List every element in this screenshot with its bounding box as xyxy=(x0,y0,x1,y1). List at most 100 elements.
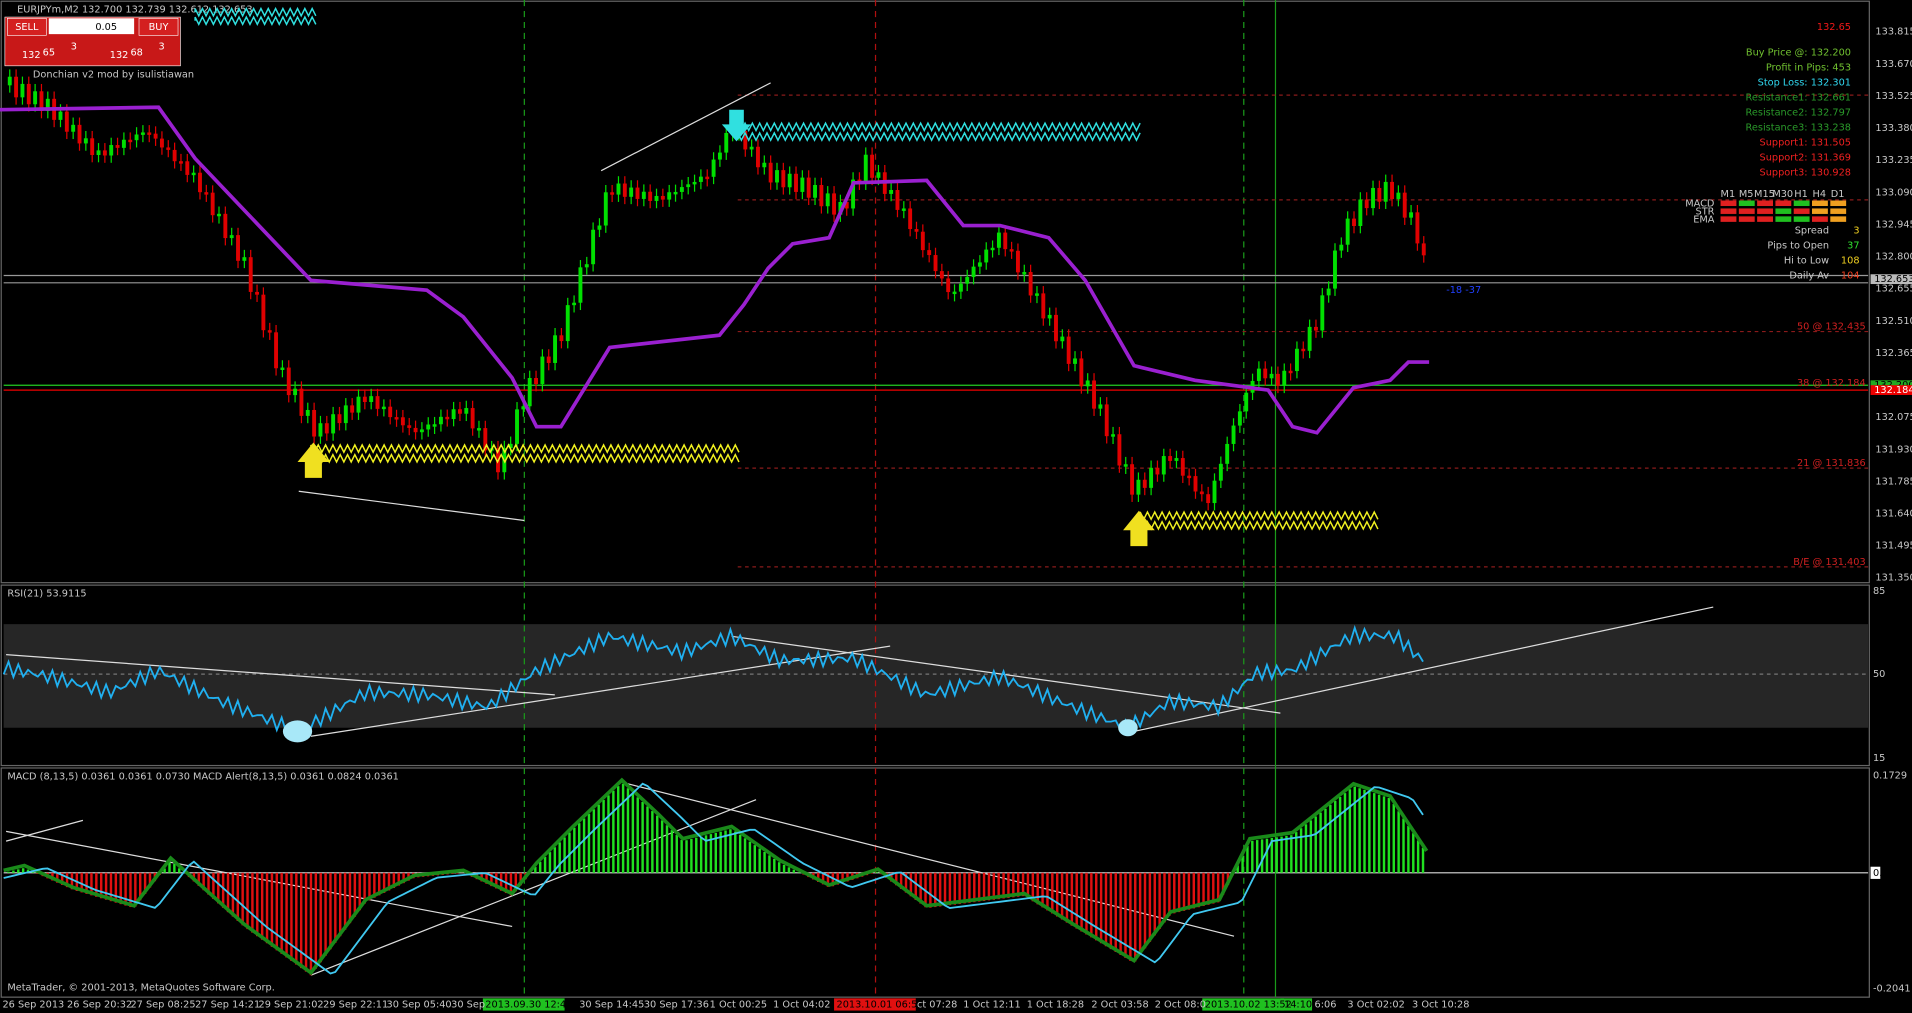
buy-button[interactable] xyxy=(138,17,179,36)
price-mark-box xyxy=(1870,274,1912,285)
bid-small: 3 xyxy=(71,41,77,52)
candle xyxy=(952,291,957,295)
zigzag xyxy=(310,443,740,454)
candle xyxy=(1092,380,1096,409)
bid-main: 65 xyxy=(43,47,55,58)
time-tick: 2013.10.02 13:52 xyxy=(1205,999,1292,1010)
tf-cell xyxy=(1738,216,1755,222)
candle xyxy=(1079,358,1084,387)
tf-head: M1 xyxy=(1721,189,1736,200)
candle xyxy=(1035,293,1039,296)
candle xyxy=(895,190,900,210)
lots-input[interactable] xyxy=(48,18,135,35)
tf-head: M15 xyxy=(1754,189,1775,200)
candle xyxy=(1244,392,1249,412)
tf-cell xyxy=(1830,208,1847,214)
candle xyxy=(908,208,913,230)
candle xyxy=(876,172,881,178)
buy-arrow xyxy=(1123,510,1155,547)
candle xyxy=(990,247,995,251)
tf-cell xyxy=(1775,216,1792,222)
candle xyxy=(870,154,875,178)
candle xyxy=(1047,314,1052,319)
macd-signal xyxy=(3,782,1424,975)
candle xyxy=(1415,212,1420,244)
candle xyxy=(1009,249,1014,252)
sell-arrow xyxy=(721,109,752,142)
price-tick: 133.815 xyxy=(1875,27,1912,38)
candle xyxy=(1402,192,1407,218)
candle xyxy=(1301,348,1306,352)
candle xyxy=(844,202,849,209)
time-tick: 3 Oct 10:28 xyxy=(1412,999,1469,1010)
info-line: Buy Price @: 132.200 xyxy=(1746,47,1851,58)
candle xyxy=(1282,370,1287,386)
candle xyxy=(1199,491,1204,495)
candle xyxy=(1104,404,1109,437)
candle xyxy=(1314,326,1318,331)
candle xyxy=(305,409,310,416)
tf-cell xyxy=(1793,216,1810,222)
time-highlight xyxy=(834,998,916,1011)
sell-button[interactable] xyxy=(7,17,47,36)
time-highlight xyxy=(482,998,565,1011)
rsi-signal xyxy=(1118,719,1138,737)
candle xyxy=(362,396,367,403)
time-tick: 27 Sep 14:21 xyxy=(195,999,260,1010)
rsi-band xyxy=(3,624,1869,728)
candle xyxy=(1136,479,1141,495)
trendlines xyxy=(5,82,1714,976)
candle xyxy=(172,149,177,162)
candle xyxy=(1041,293,1046,319)
candle xyxy=(1294,348,1299,372)
time-tick: 2 Oct 08:0 xyxy=(1155,999,1206,1010)
time-tick: 2013.10.01 06:53 xyxy=(836,999,923,1010)
candle xyxy=(394,417,399,420)
candle xyxy=(337,414,342,424)
candle xyxy=(920,231,925,251)
candle xyxy=(236,235,240,261)
price-tick: 132.655 xyxy=(1875,284,1912,295)
candle xyxy=(996,232,1001,248)
candle xyxy=(267,330,272,333)
time-tick: 14:10 xyxy=(1284,999,1312,1010)
candle xyxy=(673,191,678,195)
stat-value: 108 xyxy=(1841,255,1860,266)
zigzag xyxy=(1139,520,1379,531)
time-tick: 30 Sep 17:36 xyxy=(644,999,709,1010)
rsi-axis: 85 xyxy=(1873,586,1885,597)
candle xyxy=(432,424,437,427)
candle xyxy=(984,249,989,263)
candle xyxy=(286,367,291,396)
tf-cell xyxy=(1757,216,1773,222)
candle xyxy=(109,145,114,156)
footer: MetaTrader, © 2001-2013, MetaQuotes Soft… xyxy=(7,982,275,993)
candle xyxy=(280,367,285,370)
candle xyxy=(407,425,412,428)
candle xyxy=(679,187,684,192)
candle xyxy=(64,111,69,132)
tf-cell xyxy=(1775,208,1792,214)
candle xyxy=(134,134,139,141)
candle xyxy=(1377,187,1382,202)
candle xyxy=(191,172,196,176)
candle xyxy=(641,191,646,199)
rsi-signal xyxy=(282,720,313,743)
candle xyxy=(223,213,228,239)
tf-head: H4 xyxy=(1813,189,1827,200)
candle xyxy=(1174,458,1179,461)
candle xyxy=(458,409,462,414)
candle xyxy=(578,267,583,303)
candle xyxy=(1111,434,1116,437)
macd-main xyxy=(3,777,1429,976)
candle xyxy=(217,213,221,217)
candle xyxy=(819,184,824,207)
candle xyxy=(381,406,386,410)
zigzag xyxy=(194,6,317,18)
candle xyxy=(832,193,837,215)
candle xyxy=(115,145,120,148)
time-tick: 1 Oct 04:02 xyxy=(773,999,830,1010)
candle xyxy=(1155,467,1160,475)
fib-label: 21 @ 131.836 xyxy=(1797,458,1866,469)
